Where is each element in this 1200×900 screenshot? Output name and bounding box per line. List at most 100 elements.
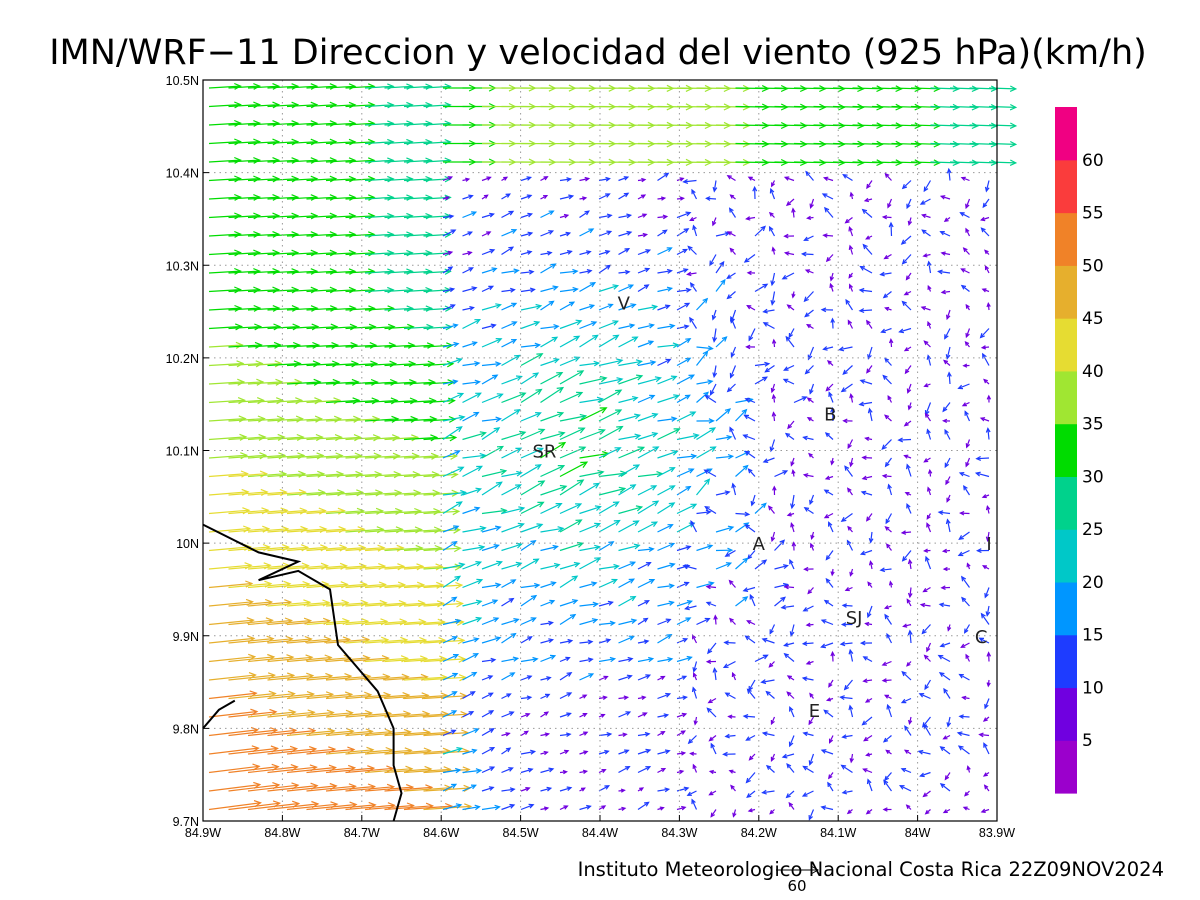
wind-vector-head (457, 637, 466, 645)
wind-vector (839, 346, 853, 351)
wind-vector-head (789, 706, 794, 712)
wind-vector (559, 672, 572, 681)
wind-vector (462, 600, 482, 607)
wind-vector-head (505, 747, 512, 753)
y-tick-label: 9.7N (173, 815, 199, 829)
wind-vector-head (884, 414, 890, 420)
wind-vector-head (548, 767, 555, 773)
wind-vector (286, 233, 317, 237)
wind-vector-head (511, 321, 518, 327)
wind-vector (715, 562, 732, 570)
wind-vector (423, 122, 451, 126)
wind-vector (501, 562, 522, 570)
wind-vector-head (425, 305, 434, 312)
wind-vector (442, 804, 462, 811)
wind-vector (901, 671, 912, 681)
wind-vector (842, 604, 853, 607)
wind-vector-head (659, 806, 665, 811)
wind-vector (286, 803, 338, 811)
wind-vector (904, 725, 912, 736)
wind-vector-head (789, 558, 794, 565)
wind-vector-head (259, 452, 268, 460)
wind-vector (208, 196, 241, 200)
wind-vector (540, 230, 554, 237)
wind-vector (706, 197, 717, 200)
wind-vector-head (291, 249, 300, 257)
wind-vector-head (390, 397, 399, 405)
wind-vector (761, 679, 775, 683)
wind-vector (364, 141, 394, 145)
wind-vector-head (803, 566, 809, 572)
wind-vector-head (527, 767, 534, 773)
wind-vector (540, 503, 562, 515)
wind-vector-head (859, 550, 866, 556)
wind-vector-head (430, 434, 439, 442)
wind-vector-head (624, 765, 631, 771)
wind-vector-head (436, 581, 445, 589)
wind-vector (618, 749, 629, 755)
wind-vector-head (826, 360, 832, 365)
wind-vector-head (600, 713, 606, 718)
wind-vector (208, 159, 241, 163)
wind-vector-head (985, 611, 991, 617)
wind-vector (462, 806, 480, 811)
wind-vector-head (416, 581, 426, 589)
wind-vector-head (620, 470, 628, 478)
wind-vector-head (682, 178, 689, 184)
wind-vector-head (425, 138, 433, 146)
wind-vector-head (952, 159, 961, 167)
wind-vector-head (841, 789, 848, 795)
wind-vector (902, 301, 912, 311)
wind-vector-head (449, 287, 456, 293)
wind-vector-head (590, 321, 598, 327)
wind-vector (676, 468, 694, 478)
wind-vector-head (234, 175, 242, 183)
wind-vector-head (348, 194, 357, 201)
wind-vector-head (272, 138, 281, 146)
wind-vector-head (867, 354, 872, 360)
wind-vector (979, 733, 990, 737)
wind-vector (540, 582, 556, 589)
wind-vector-head (974, 471, 981, 477)
wind-vector-head (567, 638, 574, 644)
wind-vector-head (959, 212, 965, 217)
wind-vector-head (272, 212, 281, 220)
wind-vector-head (685, 485, 692, 492)
wind-vector-head (829, 276, 835, 282)
wind-vector (345, 602, 387, 607)
wind-vector (579, 398, 603, 404)
wind-vector (501, 747, 511, 755)
wind-vector-head (786, 304, 792, 309)
wind-vector-head (820, 619, 827, 624)
wind-vector-head (863, 736, 869, 742)
wind-vector (676, 638, 688, 644)
wind-vector (579, 270, 592, 274)
wind-vector (657, 247, 672, 256)
wind-vector (267, 656, 313, 663)
wind-vector (637, 361, 656, 367)
wind-vector (325, 804, 376, 811)
wind-vector (747, 550, 756, 559)
wind-vector-head (637, 446, 646, 453)
wind-vector-head (559, 484, 568, 492)
wind-vector-head (367, 286, 376, 294)
wind-vector (345, 620, 388, 626)
wind-vector (884, 772, 892, 781)
wind-vector-head (903, 749, 909, 754)
wind-vector (345, 122, 375, 126)
wind-vector (598, 409, 622, 422)
wind-vector (689, 317, 698, 329)
wind-vector (364, 307, 394, 311)
wind-vector-head (275, 378, 284, 386)
wind-vector-head (940, 289, 946, 295)
wind-vector-head (367, 120, 376, 127)
wind-vector-head (333, 397, 342, 405)
wind-vector-head (532, 656, 539, 663)
wind-vector-head (823, 709, 829, 715)
wind-vector-head (425, 231, 433, 238)
wind-vector (384, 85, 413, 89)
wind-vector (384, 326, 414, 330)
wind-vector (657, 584, 674, 589)
wind-vector-head (660, 675, 666, 680)
wind-vector (286, 215, 317, 219)
